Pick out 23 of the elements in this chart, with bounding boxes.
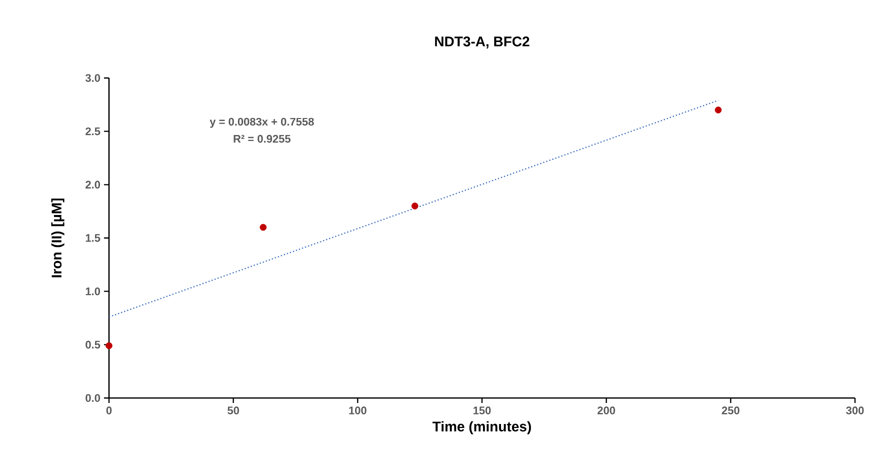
x-tick-label: 100 (349, 406, 366, 414)
y-tick-label: 2.0 (86, 180, 100, 189)
chart-title: NDT3-A, BFC2 (435, 36, 530, 48)
y-tick-label: 0.0 (86, 394, 100, 402)
point (106, 342, 112, 350)
y-tick-label: 1.0 (86, 287, 100, 296)
annotation: y = 0.0083x + 0.7558 (210, 118, 314, 128)
annotation: R² = 0.9255 (234, 134, 290, 143)
x-tick-label: 250 (722, 406, 740, 414)
x-tick-label: 150 (474, 406, 491, 414)
x-tick-label: 50 (228, 406, 239, 414)
x-tick-label: 300 (846, 406, 864, 414)
y-tick-label: 2.5 (86, 127, 100, 136)
point (411, 202, 418, 210)
x-tick-label: 0 (106, 406, 112, 414)
y-tick-label: 1.5 (86, 234, 100, 242)
point (714, 106, 722, 114)
point (260, 224, 267, 231)
x-tick-label: 200 (598, 406, 616, 414)
y-tick-label: 0.5 (86, 340, 100, 349)
x-axis-title: Time (minutes) (432, 421, 531, 434)
y-axis-title: Iron (II) [µM] (51, 198, 64, 278)
y-tick-label: 3.0 (85, 74, 100, 82)
